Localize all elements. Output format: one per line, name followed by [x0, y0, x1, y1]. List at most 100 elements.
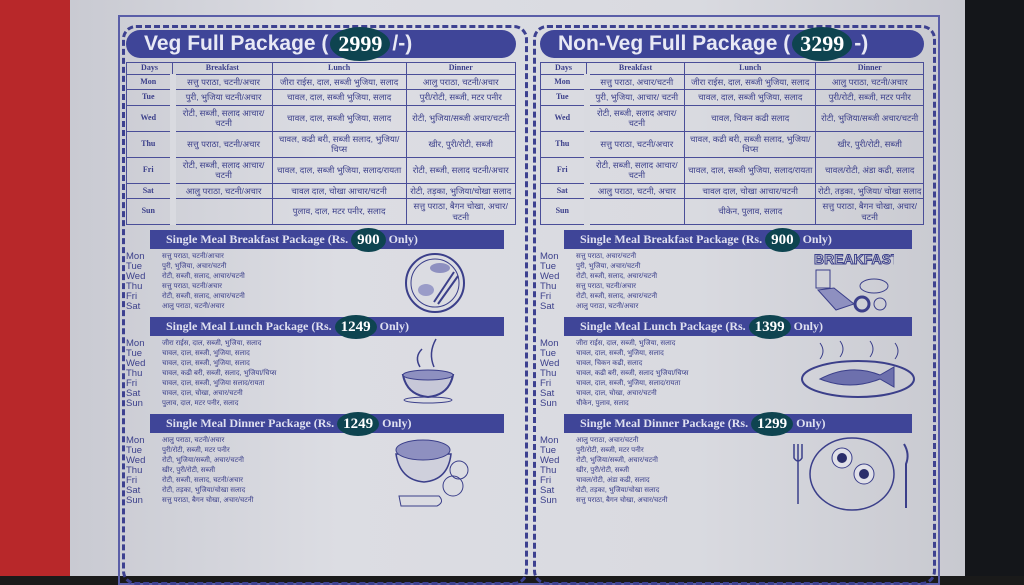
- list-item: Wed रोटी, सब्जी, सलाद, अचार/चटनी: [540, 272, 924, 282]
- breakfast-items-illustration: BREAKFAST: [814, 251, 894, 313]
- table-row: Sun चीकेन, पुलाव, सलाद सत्तु पराठा, बैगन च…: [540, 198, 924, 225]
- day-label: Sat: [126, 485, 141, 496]
- menu-text: रोटी, सब्जी, सलाद, आचार/चटनी: [162, 273, 245, 280]
- day-label: Sun: [540, 398, 557, 409]
- table-row: Thu सत्तु पराठा, चटनी/अचार चावल, कढी बरी, …: [126, 130, 516, 158]
- menu-text: रोटी, सब्जी, सलाद, चटनी/अचार: [162, 477, 244, 484]
- day-label: Mon: [540, 251, 559, 262]
- day-cell: Sat: [540, 182, 590, 199]
- menu-text: चीकेन, पुलाव, सलाद: [576, 400, 629, 407]
- menu-text: खीर, पुरी/रोटी, सब्जी: [576, 467, 630, 474]
- meal-header-dinner: Dinner: [815, 62, 924, 75]
- list-item: Mon सत्तु पराठा, चटनी/आचार: [126, 252, 516, 262]
- day-label: Tue: [540, 261, 557, 272]
- list-item: Sun पुलाव, दाल, मटर पनीर, सलाद: [126, 399, 516, 409]
- meal-cell: आलु पराठा, चटनी/अचार: [405, 73, 516, 90]
- nonveg-single-lunch-list: Mon जीरा राईस, दाल, सब्जी, भुजिया, सलाद Tu…: [540, 339, 924, 409]
- menu-text: रोटी, भुजिया/सब्जी, अचार/चटनी: [162, 457, 244, 464]
- menu-text: रोटी, भुजिया/सब्जी, अचार/चटनी: [576, 457, 658, 464]
- day-cell: Fri: [126, 156, 176, 184]
- veg-single-lunch-header: Single Meal Lunch Package (Rs. 1249 Only): [150, 315, 504, 340]
- meal-cell: रोटी, सब्जी, सलाद आचार/चटनी: [585, 156, 686, 184]
- nonveg-single-breakfast-list: Mon सत्तु पराठा, अचार/चटनी Tue पुरी, भुजिया…: [540, 252, 924, 312]
- day-label: Mon: [126, 251, 145, 262]
- list-item: Sun सत्तु पराठा, बैगन चोखा, अचार/चटनी: [126, 496, 516, 506]
- meal-cell: जीरा राईस, दाल, सब्जी भुजिया, सलाद: [684, 73, 817, 90]
- nonveg-single-breakfast-section: Single Meal Breakfast Package (Rs. 900 Onl…: [540, 228, 924, 313]
- menu-text: खीर, पुरी/रोटी, सब्जी: [162, 467, 216, 474]
- menu-text: रोटी, सब्जी, सलाद, आचार/चटनी: [162, 293, 245, 300]
- menu-text: रोटी, सब्जी, सलाद, अचार/चटनी: [576, 273, 658, 280]
- menu-text: सत्तु पराठा, चटनी/आचार: [162, 253, 224, 260]
- veg-full-price-badge: 2999: [330, 27, 391, 62]
- list-item: Mon आलु पराठा, अचार/चटनी: [540, 436, 924, 446]
- meal-header-dinner: Dinner: [405, 62, 516, 75]
- table-row: Thu सत्तु पराठा, चटनी/अचार चावल, कढी बरी, …: [540, 130, 924, 158]
- meal-cell: चावल, कढी बरी, सब्जी सलाद, भुजिया/चिप्स: [684, 130, 817, 158]
- fish-plate-illustration: [801, 340, 915, 398]
- day-cell: Tue: [126, 89, 176, 106]
- list-item: Wed चावल, चिकन कढी, सलाद: [540, 359, 924, 369]
- menu-text: चावल, दाल, सब्जी, भुजिया, सलाद: [576, 350, 664, 357]
- menu-text: पुरी/रोटी, सब्जी, मटर पनीर: [162, 447, 230, 454]
- veg-single-lunch-price-badge: 1249: [334, 315, 377, 340]
- table-row: Sat आलु पराठा, चटनी, अचार चावल दाल, चोखा आ…: [540, 182, 924, 199]
- list-item: Sat रोटी, तड़का, भुजिया/चोखा सलाद: [540, 486, 924, 496]
- meal-cell: रोटी, तड़का, भुजिया/ चोखा सलाद: [815, 182, 924, 199]
- menu-text: पुरी, भुजिया, अचार/चटनी: [576, 263, 641, 270]
- meal-cell: चीकेन, पुलाव, सलाद: [684, 198, 817, 225]
- menu-text: जीरा राईस, दाल, सब्जी, भुजिया, सलाद: [576, 340, 676, 347]
- list-item: Thu खीर, पुरी/रोटी, सब्जी: [126, 466, 516, 476]
- menu-text: चावल, कढी बरी, सब्जी, सलाद भुजिया/चिप्स: [576, 370, 689, 377]
- day-cell: Thu: [126, 130, 176, 158]
- list-item: Mon आलु पराठा, चटनी/अचार: [126, 436, 516, 446]
- meal-cell: खीर, पुरी/रोटी, सब्जी: [405, 130, 516, 158]
- list-item: Tue पुरी, भुजिया, अचार/चटनी: [540, 262, 924, 272]
- list-item: Tue चावल, दाल, सब्जी, भुजिया, सलाद: [540, 349, 924, 359]
- nonveg-full-package-title: Non-Veg Full Package (3299 -): [540, 27, 924, 62]
- list-item: Mon सत्तु पराठा, अचार/चटनी: [540, 252, 924, 262]
- list-item: Sat आलु पराठा, चटनी/अचार: [126, 302, 516, 312]
- meal-cell: पुरी/रोटी, सब्जी, मटर पनीर: [405, 89, 516, 106]
- dark-background: [962, 0, 1024, 576]
- menu-text: सत्तु पराठा, बैगन चोखा, अचार/चटनी: [576, 497, 668, 504]
- meal-cell: सत्तु पराठा, चटनी/अचार: [585, 130, 686, 158]
- list-item: Wed रोटी, सब्जी, सलाद, आचार/चटनी: [126, 272, 516, 282]
- day-label: Sat: [540, 388, 555, 399]
- menu-text: सत्तु पराठा, बैगन चोखा, अचार/चटनी: [162, 497, 254, 504]
- veg-single-breakfast-list: Mon सत्तु पराठा, चटनी/आचार Tue पुरी, भुजिया…: [126, 252, 516, 312]
- meal-cell: चावल, दाल, सब्जी भुजिया, सलाद/रायता: [271, 156, 407, 184]
- meal-cell: [585, 198, 686, 225]
- meal-cell: आलु पराठा, चटनी/अचार: [172, 182, 273, 199]
- day-cell: Sun: [126, 198, 176, 225]
- meal-cell: रोटी, सब्जी, सलाद चटनी/अचार: [405, 156, 516, 184]
- nonveg-single-dinner-list: Mon आलु पराठा, अचार/चटनी Tue पुरी/रोटी, सब्…: [540, 436, 924, 506]
- day-label: Thu: [540, 281, 557, 292]
- list-item: Sat चावल, दाल, चोखा, अचार/चटनी: [540, 389, 924, 399]
- list-item: Tue चावल, दाल, सब्जी, भुजिया, सलाद: [126, 349, 516, 359]
- list-item: Sat चावल, दाल, चोखा, अचार/चटनी: [126, 389, 516, 399]
- day-label: Tue: [126, 445, 143, 456]
- menu-text: चावल, दाल, सब्जी, भुजिया सलाद/रायता: [162, 380, 265, 387]
- list-item: Fri रोटी, सब्जी, सलाद, अचार/चटनी: [540, 292, 924, 302]
- table-row: Fri रोटी, सब्जी, सलाद आचार/चटनी चावल, दाल,…: [540, 156, 924, 184]
- list-item: Sun सत्तु पराठा, बैगन चोखा, अचार/चटनी: [540, 496, 924, 506]
- day-label: Sat: [126, 301, 141, 312]
- meal-header-breakfast: Breakfast: [585, 62, 686, 75]
- meal-cell: चावल, चिकन कढी सलाद: [684, 104, 817, 132]
- menu-text: सत्तु पराठा, चटनी/अचार: [576, 283, 637, 290]
- day-cell: Thu: [540, 130, 590, 158]
- day-label: Fri: [126, 378, 138, 389]
- meal-cell: पुलाव, दाल, मटर पनीर, सलाद: [271, 198, 407, 225]
- veg-single-dinner-header: Single Meal Dinner Package (Rs. 1249 Only): [150, 412, 504, 437]
- meal-cell: जीरा राईस, दाल, सब्जी भुजिया, सलाद: [271, 73, 407, 90]
- menu-text: चावल, दाल, चोखा, अचार/चटनी: [576, 390, 657, 397]
- red-background: [0, 0, 75, 576]
- list-item: Fri चावल, दाल, सब्जी, भुजिया, सलाद/रायता: [540, 379, 924, 389]
- day-label: Tue: [540, 445, 557, 456]
- menu-text: रोटी, तड़का, भुजिया/चोखा सलाद: [576, 487, 660, 494]
- list-item: Wed रोटी, भुजिया/सब्जी, अचार/चटनी: [540, 456, 924, 466]
- day-label: Thu: [126, 368, 143, 379]
- table-row: Fri रोटी, सब्जी, सलाद आचार/चटनी चावल, दाल,…: [126, 156, 516, 184]
- day-cell: Wed: [540, 104, 590, 132]
